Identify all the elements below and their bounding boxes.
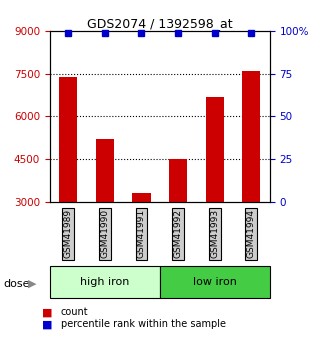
Bar [96,139,114,202]
Text: GSM41993: GSM41993 [210,209,219,258]
Bar [132,193,151,202]
Text: percentile rank within the sample: percentile rank within the sample [61,319,226,329]
Text: GSM41994: GSM41994 [247,209,256,258]
Bar [169,159,187,202]
Text: ■: ■ [42,307,52,317]
Text: high iron: high iron [80,277,129,287]
Text: GSM41989: GSM41989 [64,209,73,258]
Text: GSM41991: GSM41991 [137,209,146,258]
Text: count: count [61,307,89,317]
Text: GSM41990: GSM41990 [100,209,109,258]
Text: low iron: low iron [193,277,237,287]
Bar [205,97,224,202]
FancyBboxPatch shape [160,266,270,298]
Bar [59,77,77,202]
Text: ■: ■ [42,319,52,329]
Text: dose: dose [3,279,30,288]
Text: ▶: ▶ [28,279,36,288]
Title: GDS2074 / 1392598_at: GDS2074 / 1392598_at [87,17,232,30]
FancyBboxPatch shape [50,266,160,298]
Bar [242,71,260,202]
Text: GSM41992: GSM41992 [174,209,183,258]
